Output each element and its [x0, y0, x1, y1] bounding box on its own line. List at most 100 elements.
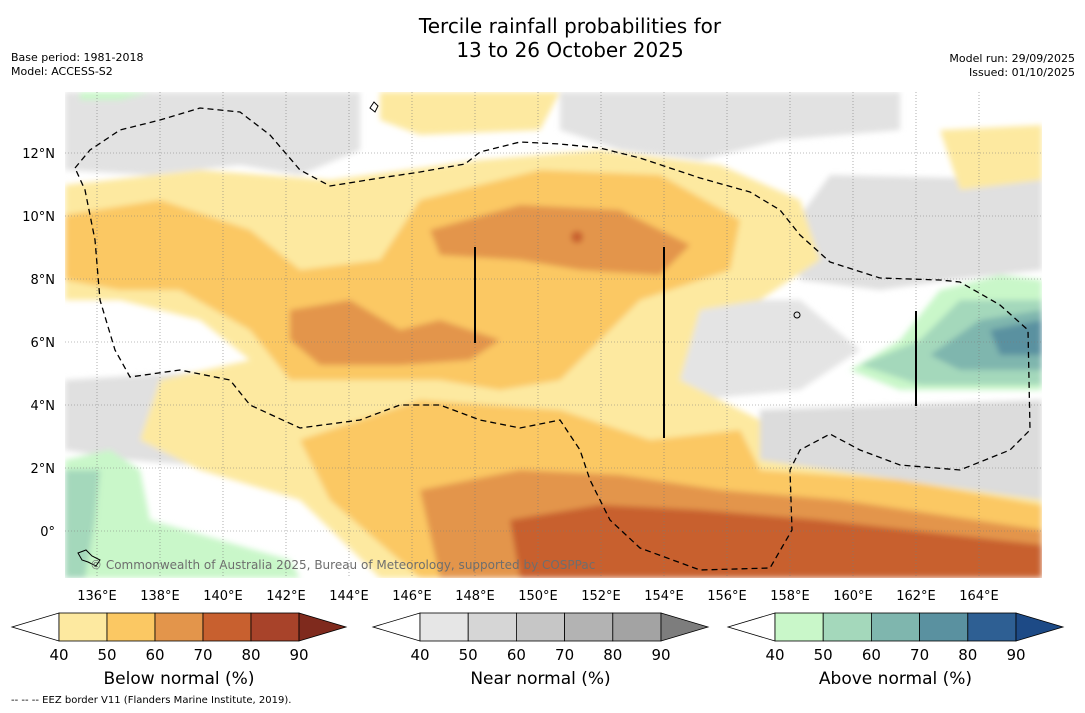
model-name: Model: ACCESS-S2	[11, 65, 113, 78]
colorbar-near: 40 50 60 70 80 90 Near normal (%)	[371, 612, 710, 689]
lon-tick-label: 146°E	[392, 589, 432, 604]
colorbar-tick-label: 60	[507, 646, 526, 664]
colorbar-segment	[774, 612, 824, 642]
colorbar-tick-label: 50	[459, 646, 478, 664]
above-normal-50-60	[65, 470, 100, 578]
colorbar-tick-label: 60	[145, 646, 164, 664]
base-period: Base period: 1981-2018	[11, 51, 144, 64]
colorbar-extend-low	[10, 612, 60, 642]
above-normal-40-50	[80, 92, 150, 100]
colorbar-title: Near normal (%)	[470, 669, 610, 689]
colorbar-tick-label: 70	[555, 646, 574, 664]
colorbar-tick-label: 40	[765, 646, 784, 664]
colorbar-segment	[822, 612, 872, 642]
colorbar-segment	[516, 612, 566, 642]
colorbar-tick-label: 90	[1006, 646, 1025, 664]
model-run: Model run: 29/09/2025	[949, 52, 1075, 65]
colorbar-tick-label: 40	[49, 646, 68, 664]
below-normal-60-70	[290, 300, 500, 365]
colorbar-segment	[154, 612, 204, 642]
graticule	[65, 92, 1042, 578]
island-outline	[77, 549, 101, 567]
colorbar-tick-label: 40	[410, 646, 429, 664]
lat-tick-label: 8°N	[31, 273, 56, 288]
lon-tick-label: 152°E	[581, 589, 621, 604]
map-area	[65, 92, 1042, 578]
below-normal-70-80	[510, 505, 1042, 578]
near-normal-region	[65, 92, 360, 175]
lat-tick-label: 12°N	[22, 147, 55, 162]
below-normal-60-70	[430, 205, 690, 275]
lon-tick-label: 156°E	[707, 589, 747, 604]
below-normal-40-50	[380, 92, 560, 135]
colorbar-segment	[58, 612, 108, 642]
colorbar-tick-label: 90	[289, 646, 308, 664]
colorbar-segment	[250, 612, 300, 642]
lon-tick-label: 158°E	[770, 589, 810, 604]
colorbar-extend-low	[726, 612, 776, 642]
title-line-2: 13 to 26 October 2025	[456, 38, 684, 62]
colorbar-extend-low	[371, 612, 421, 642]
colorbar-segment	[202, 612, 252, 642]
copyright-credit: © Commonwealth of Australia 2025, Bureau…	[90, 558, 596, 572]
colorbar-tick-label: 80	[958, 646, 977, 664]
colorbar-segment	[106, 612, 156, 642]
colorbar-segment	[919, 612, 969, 642]
lon-tick-label: 154°E	[644, 589, 684, 604]
meta-left: Base period: 1981-2018 Model: ACCESS-S2	[11, 51, 143, 79]
near-normal-region	[560, 92, 900, 160]
eez-border	[74, 107, 1031, 571]
colorbar-below: 40 50 60 70 80 90 Below normal (%)	[10, 612, 348, 689]
colorbar-segment	[564, 612, 614, 642]
colorbar-tick-label: 50	[814, 646, 833, 664]
colorbar-tick-label: 60	[862, 646, 881, 664]
colorbar-segment	[871, 612, 921, 642]
above-normal-40-50	[65, 450, 300, 578]
lon-tick-label: 164°E	[959, 589, 999, 604]
latitude-labels: 12°N 10°N 8°N 6°N 4°N 2°N 0°	[22, 147, 55, 540]
colorbar-segment	[419, 612, 469, 642]
colorbar-tick-label: 70	[910, 646, 929, 664]
lon-tick-label: 150°E	[518, 589, 558, 604]
eez-footnote: -- -- -- EEZ border V11 (Flanders Marine…	[11, 695, 292, 706]
colorbar-extend-high	[660, 612, 710, 642]
colorbar-title: Below normal (%)	[104, 669, 255, 689]
below-normal-40-50	[940, 125, 1042, 190]
title-line-1: Tercile rainfall probabilities for	[418, 14, 722, 38]
below-normal-70-80	[571, 231, 583, 243]
colorbar-segment	[967, 612, 1017, 642]
issued-date: Issued: 01/10/2025	[968, 66, 1075, 79]
lon-tick-label: 142°E	[266, 589, 306, 604]
lon-tick-label: 162°E	[896, 589, 936, 604]
colorbar-tick-label: 50	[97, 646, 116, 664]
lon-tick-label: 140°E	[203, 589, 243, 604]
lat-tick-label: 10°N	[22, 210, 55, 225]
island-outline	[793, 311, 801, 319]
colorbar-title: Above normal (%)	[819, 669, 972, 689]
lat-tick-label: 6°N	[31, 336, 56, 351]
colorbar-extend-high	[1015, 612, 1065, 642]
colorbar-tick-label: 80	[603, 646, 622, 664]
colorbar-extend-high	[298, 612, 348, 642]
lon-tick-label: 136°E	[77, 589, 117, 604]
lon-tick-label: 160°E	[833, 589, 873, 604]
lon-tick-label: 138°E	[140, 589, 180, 604]
map-title: Tercile rainfall probabilities for 13 to…	[0, 14, 1085, 62]
lat-tick-label: 0°	[40, 525, 55, 540]
lon-tick-label: 148°E	[455, 589, 495, 604]
colorbar-tick-label: 70	[193, 646, 212, 664]
colorbar-segment	[467, 612, 517, 642]
colorbar-tick-label: 90	[651, 646, 670, 664]
colorbar-tick-label: 80	[241, 646, 260, 664]
longitude-labels: 136°E 138°E 140°E 142°E 144°E 146°E 148°E 150°E…	[77, 589, 999, 604]
colorbars: 40 50 60 70 80 90 Below normal (%) 40 50 60 70 80 90…	[10, 612, 1065, 689]
island-outline	[369, 101, 379, 113]
above-normal-70-80	[990, 320, 1042, 355]
meta-right: Model run: 29/09/2025 Issued: 01/10/2025	[949, 52, 1075, 80]
colorbar-segment	[612, 612, 662, 642]
colorbar-above: 40 50 60 70 80 90 Above normal (%)	[726, 612, 1065, 689]
lat-tick-label: 2°N	[31, 462, 56, 477]
lon-tick-label: 144°E	[329, 589, 369, 604]
lat-tick-label: 4°N	[31, 399, 56, 414]
